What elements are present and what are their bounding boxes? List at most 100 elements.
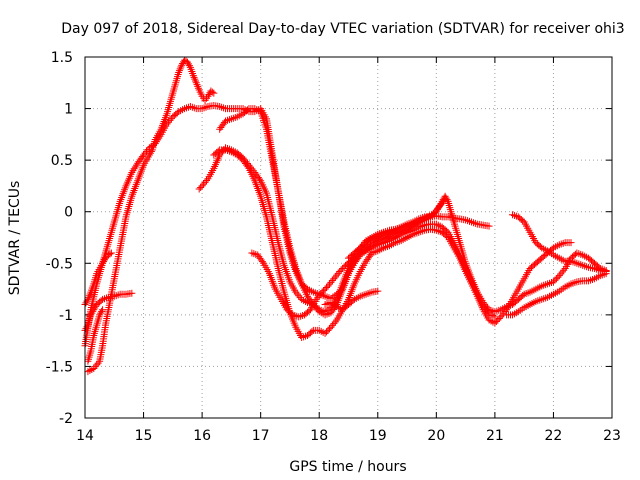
data-point <box>312 304 320 312</box>
grid-lines <box>85 57 612 418</box>
data-point <box>98 307 106 315</box>
data-point <box>312 295 320 303</box>
data-point <box>331 318 339 326</box>
x-tick-label: 22 <box>545 428 563 444</box>
x-tick-label: 21 <box>486 428 504 444</box>
data-point <box>292 288 300 296</box>
x-tick-label: 15 <box>135 428 153 444</box>
data-point <box>309 301 317 309</box>
y-tick-label: -0.5 <box>46 256 73 272</box>
data-point <box>177 63 185 71</box>
data-point <box>315 292 323 300</box>
data-points <box>81 56 610 376</box>
x-tick-label: 16 <box>193 428 211 444</box>
data-point <box>501 308 509 316</box>
data-point <box>551 276 559 284</box>
data-point <box>314 294 322 302</box>
data-point <box>197 183 205 191</box>
data-point <box>602 268 610 276</box>
data-point <box>325 280 333 288</box>
data-point <box>164 118 172 126</box>
data-point <box>437 201 445 209</box>
data-point <box>558 268 566 276</box>
data-point <box>258 258 266 266</box>
x-axis-label: GPS time / hours <box>289 459 406 475</box>
data-point <box>324 326 332 334</box>
data-point <box>192 77 200 85</box>
data-point <box>85 294 93 302</box>
x-tick-label: 18 <box>310 428 328 444</box>
data-point <box>208 88 216 96</box>
series-track-k <box>81 249 115 309</box>
data-point <box>327 278 335 286</box>
data-point <box>374 287 382 295</box>
data-point <box>210 89 218 97</box>
data-point <box>337 266 345 274</box>
series-track-h <box>503 270 610 319</box>
data-point <box>167 115 175 123</box>
data-point <box>296 294 304 302</box>
chart-title: Day 097 of 2018, Sidereal Day-to-day VTE… <box>61 21 624 37</box>
data-point <box>552 275 560 283</box>
x-tick-label: 20 <box>427 428 445 444</box>
y-tick-label: 1 <box>64 102 73 118</box>
data-point <box>295 292 303 300</box>
data-point <box>318 288 326 296</box>
data-point <box>321 329 329 337</box>
data-point <box>93 361 101 369</box>
data-point <box>166 116 174 124</box>
data-point <box>560 266 568 274</box>
data-point <box>99 306 107 314</box>
x-tick-label: 19 <box>369 428 387 444</box>
y-tick-label: 0.5 <box>51 153 73 169</box>
y-axis-label: SDTVAR / TECUs <box>7 181 23 296</box>
data-point <box>175 68 183 76</box>
series-track-g <box>321 287 382 314</box>
data-point <box>176 65 184 73</box>
data-point <box>441 195 449 203</box>
data-point <box>192 79 200 87</box>
data-point <box>434 204 442 212</box>
data-point <box>567 239 575 247</box>
data-point <box>432 206 440 214</box>
data-point <box>330 320 338 328</box>
data-point <box>438 199 446 207</box>
data-point <box>323 328 331 336</box>
data-point <box>106 250 114 258</box>
data-point <box>191 75 199 83</box>
plot-frame <box>84 56 613 419</box>
data-point <box>497 313 505 321</box>
data-point <box>90 364 98 372</box>
data-point <box>85 292 93 300</box>
y-tick-label: 1.5 <box>51 50 73 66</box>
data-point <box>334 269 342 277</box>
data-point <box>190 73 198 81</box>
data-point <box>320 287 328 295</box>
data-point <box>491 319 499 327</box>
data-point <box>293 290 301 298</box>
y-tick-label: 0 <box>64 205 73 221</box>
data-point <box>485 222 493 230</box>
data-point <box>336 268 344 276</box>
data-point <box>327 323 335 331</box>
data-point <box>84 295 92 303</box>
data-point <box>317 290 325 298</box>
data-point <box>328 277 336 285</box>
data-point <box>491 313 499 321</box>
y-tick-label: -1 <box>59 308 73 324</box>
x-axis-ticks: 14 15 16 17 18 19 20 21 22 23 <box>76 57 621 444</box>
data-point <box>380 228 388 236</box>
x-tick-label: 14 <box>76 428 94 444</box>
data-point <box>321 285 329 293</box>
y-tick-label: -2 <box>59 411 73 427</box>
data-point <box>201 178 209 186</box>
data-point <box>243 106 251 114</box>
data-point <box>333 271 341 279</box>
data-point <box>195 185 203 193</box>
data-point <box>500 309 508 317</box>
x-tick-label: 17 <box>252 428 270 444</box>
series-track-i <box>508 211 610 276</box>
data-point <box>323 284 331 292</box>
data-point <box>308 328 316 336</box>
